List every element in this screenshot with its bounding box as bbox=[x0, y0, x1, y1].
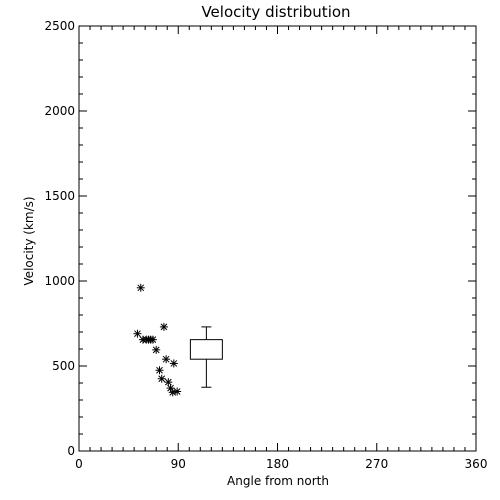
data-point bbox=[159, 322, 168, 331]
y-tick-label: 1000 bbox=[44, 274, 75, 288]
data-point bbox=[157, 374, 166, 383]
data-point bbox=[136, 283, 145, 292]
box-plot bbox=[189, 326, 223, 388]
y-tick-label: 1500 bbox=[44, 189, 75, 203]
plot-frame bbox=[78, 25, 477, 452]
y-tick-label: 2000 bbox=[44, 104, 75, 118]
box-iqr bbox=[189, 339, 223, 360]
data-points bbox=[133, 283, 182, 397]
data-point bbox=[173, 387, 182, 396]
x-tick-label: 270 bbox=[365, 457, 388, 471]
x-tick-label: 360 bbox=[465, 457, 488, 471]
ticks: 0 90 180 270 360 0 500 1000 1500 2000 2500 bbox=[44, 19, 487, 471]
y-tick-label: 500 bbox=[52, 359, 75, 373]
x-tick-label: 90 bbox=[171, 457, 186, 471]
x-tick-label: 0 bbox=[75, 457, 83, 471]
data-point bbox=[164, 378, 173, 387]
data-point bbox=[148, 335, 157, 344]
y-axis-title: Velocity (km/s) bbox=[22, 196, 36, 285]
data-point bbox=[133, 329, 142, 338]
data-point bbox=[166, 384, 175, 393]
axes bbox=[78, 25, 477, 452]
x-tick-label: 180 bbox=[266, 457, 289, 471]
data-point bbox=[152, 345, 161, 354]
data-point bbox=[155, 366, 164, 375]
x-axis-title: Angle from north bbox=[227, 474, 329, 488]
data-point bbox=[169, 359, 178, 368]
y-tick-label: 0 bbox=[67, 444, 75, 458]
chart-title: Velocity distribution bbox=[201, 3, 350, 21]
data-point bbox=[162, 355, 171, 364]
y-tick-label: 2500 bbox=[44, 19, 75, 33]
data-point bbox=[168, 388, 177, 397]
